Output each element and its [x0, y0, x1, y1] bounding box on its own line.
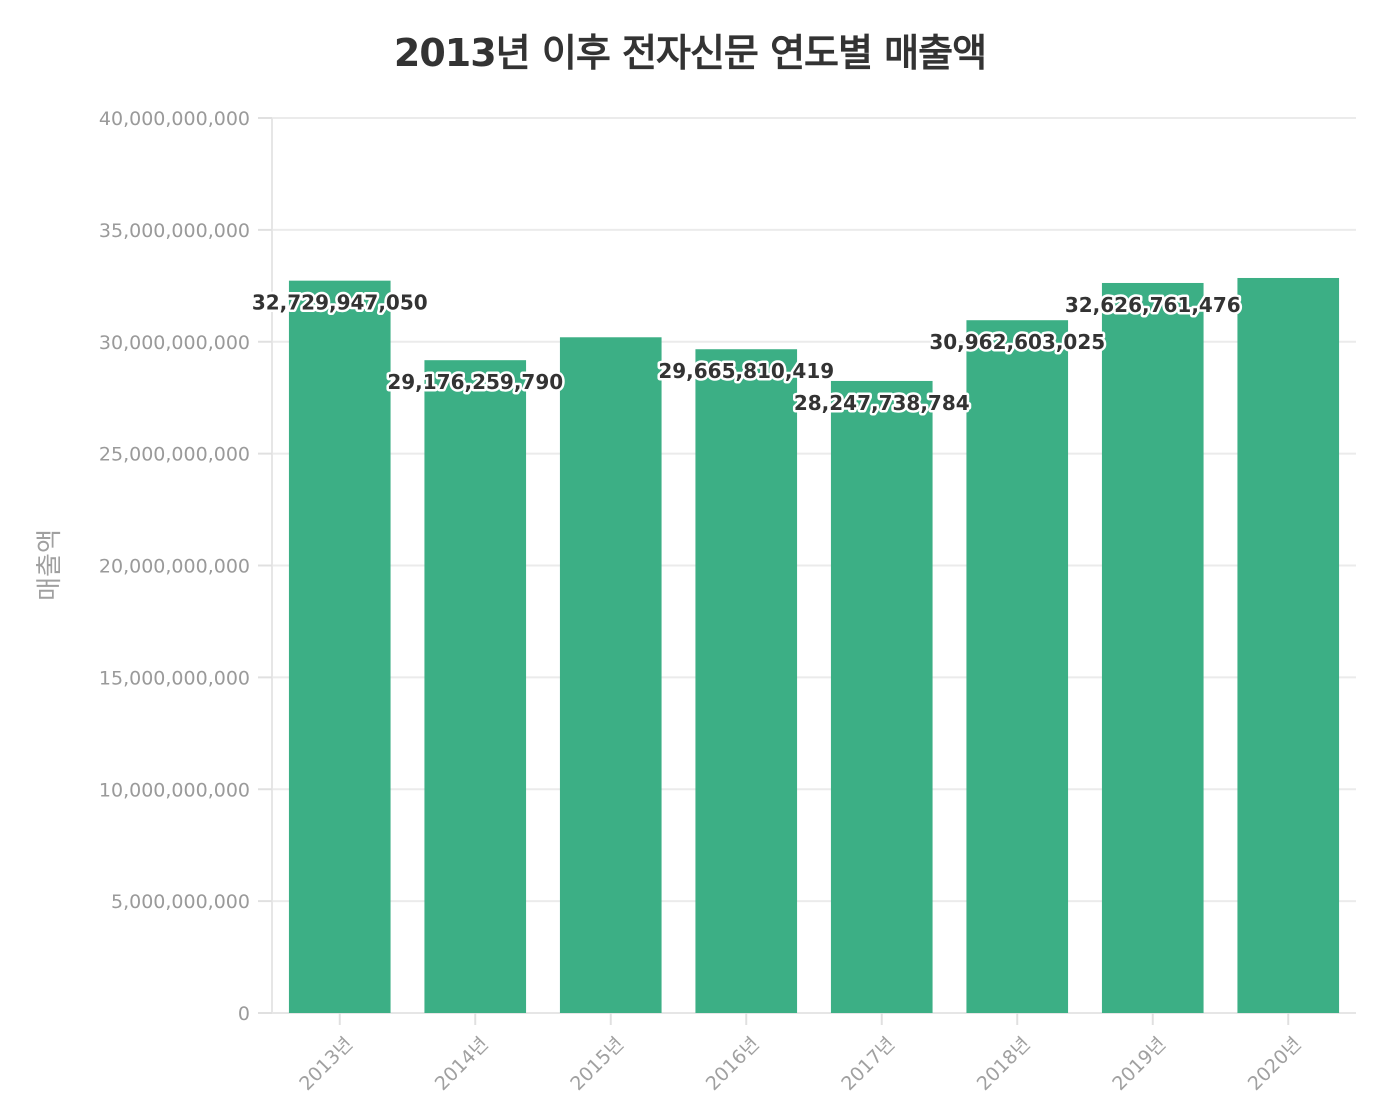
y-tick-label: 15,000,000,000	[99, 667, 250, 689]
bar	[966, 320, 1069, 1013]
data-label: 29,176,259,790	[387, 370, 563, 394]
bar	[830, 380, 933, 1013]
y-tick-label: 30,000,000,000	[99, 332, 250, 354]
data-labels: 32,729,947,050 29,176,259,790 29,665,810,4…	[249, 288, 1243, 417]
data-label: 29,665,810,419	[658, 359, 834, 383]
data-label: 32,626,761,476	[1065, 293, 1241, 317]
y-tick-label: 20,000,000,000	[99, 556, 250, 578]
y-tick-label: 10,000,000,000	[99, 779, 250, 801]
x-tick-label: 2018년	[973, 1033, 1035, 1095]
y-tick-label: 25,000,000,000	[99, 444, 250, 466]
chart-title: 2013년 이후 전자신문 연도별 매출액	[393, 31, 987, 75]
y-tick-label: 5,000,000,000	[111, 891, 250, 913]
data-label: 30,962,603,025	[929, 330, 1105, 354]
x-tick-label: 2015년	[566, 1033, 628, 1095]
y-tick-label: 0	[238, 1003, 250, 1025]
bar	[1237, 277, 1340, 1013]
x-tick-label: 2013년	[295, 1033, 357, 1095]
bar	[559, 337, 662, 1013]
x-tick-label: 2014년	[431, 1033, 493, 1095]
data-label: 28,247,738,784	[794, 391, 970, 415]
data-label: 32,729,947,050	[252, 291, 428, 315]
bars	[288, 277, 1340, 1014]
x-axis-ticks: 2013년 2014년 2015년 2016년 2017년 2018년 2019년 2020년	[295, 1013, 1306, 1095]
bar	[424, 360, 527, 1014]
bar	[695, 349, 798, 1013]
bar	[288, 280, 391, 1013]
x-tick-label: 2019년	[1108, 1033, 1170, 1095]
y-tick-label: 35,000,000,000	[99, 220, 250, 242]
y-axis-ticks: 0 5,000,000,000 10,000,000,000 15,000,000,0…	[99, 108, 272, 1025]
x-tick-label: 2017년	[837, 1033, 899, 1095]
x-tick-label: 2016년	[702, 1033, 764, 1095]
x-tick-label: 2020년	[1244, 1033, 1306, 1095]
y-axis-label: 매출액	[35, 529, 65, 601]
bar	[1101, 282, 1204, 1014]
y-tick-label: 40,000,000,000	[99, 108, 250, 130]
